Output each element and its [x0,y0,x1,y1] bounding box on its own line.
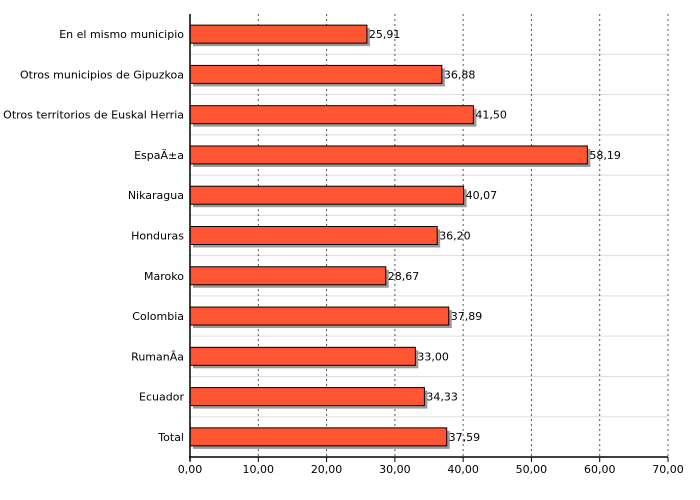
bar [189,346,416,366]
bar [189,427,448,447]
bar [189,24,368,44]
bar [189,64,443,84]
category-label: Total [157,431,184,444]
value-label: 58,19 [589,149,621,162]
value-label: 36,88 [444,68,476,81]
value-label: 40,07 [466,189,498,202]
bar [189,105,474,125]
bar [189,145,588,165]
value-label: 37,89 [451,310,483,323]
category-label: Honduras [131,230,184,243]
x-tick-label: 30,00 [379,463,411,476]
bar [189,387,425,407]
bar [189,185,465,205]
category-label: RumanÃ­a [131,350,184,363]
category-label: Ecuador [139,391,184,404]
category-label: Colombia [132,310,184,323]
category-label: En el mismo municipio [59,28,184,41]
category-label: EspaÃ±a [134,149,184,162]
bar [189,306,450,326]
category-label: Maroko [144,270,184,283]
x-tick-label: 20,00 [311,463,343,476]
value-label: 36,20 [439,230,471,243]
x-tick-label: 70,00 [652,463,684,476]
value-label: 25,91 [369,28,401,41]
value-label: 34,33 [426,391,458,404]
x-tick-label: 0,00 [178,463,203,476]
value-label: 33,00 [417,350,449,363]
x-tick-label: 60,00 [584,463,616,476]
value-label: 41,50 [475,109,507,122]
bar [189,226,438,245]
x-tick-label: 50,00 [516,463,548,476]
category-label: Otros municipios de Gipuzkoa [20,68,184,81]
value-label: 28,67 [388,270,420,283]
category-label: Nikaragua [128,189,184,202]
bar [189,266,387,286]
category-label: Otros territorios de Euskal Herria [3,109,184,122]
x-tick-label: 10,00 [243,463,275,476]
x-tick-label: 40,00 [447,463,479,476]
value-label: 37,59 [449,431,481,444]
